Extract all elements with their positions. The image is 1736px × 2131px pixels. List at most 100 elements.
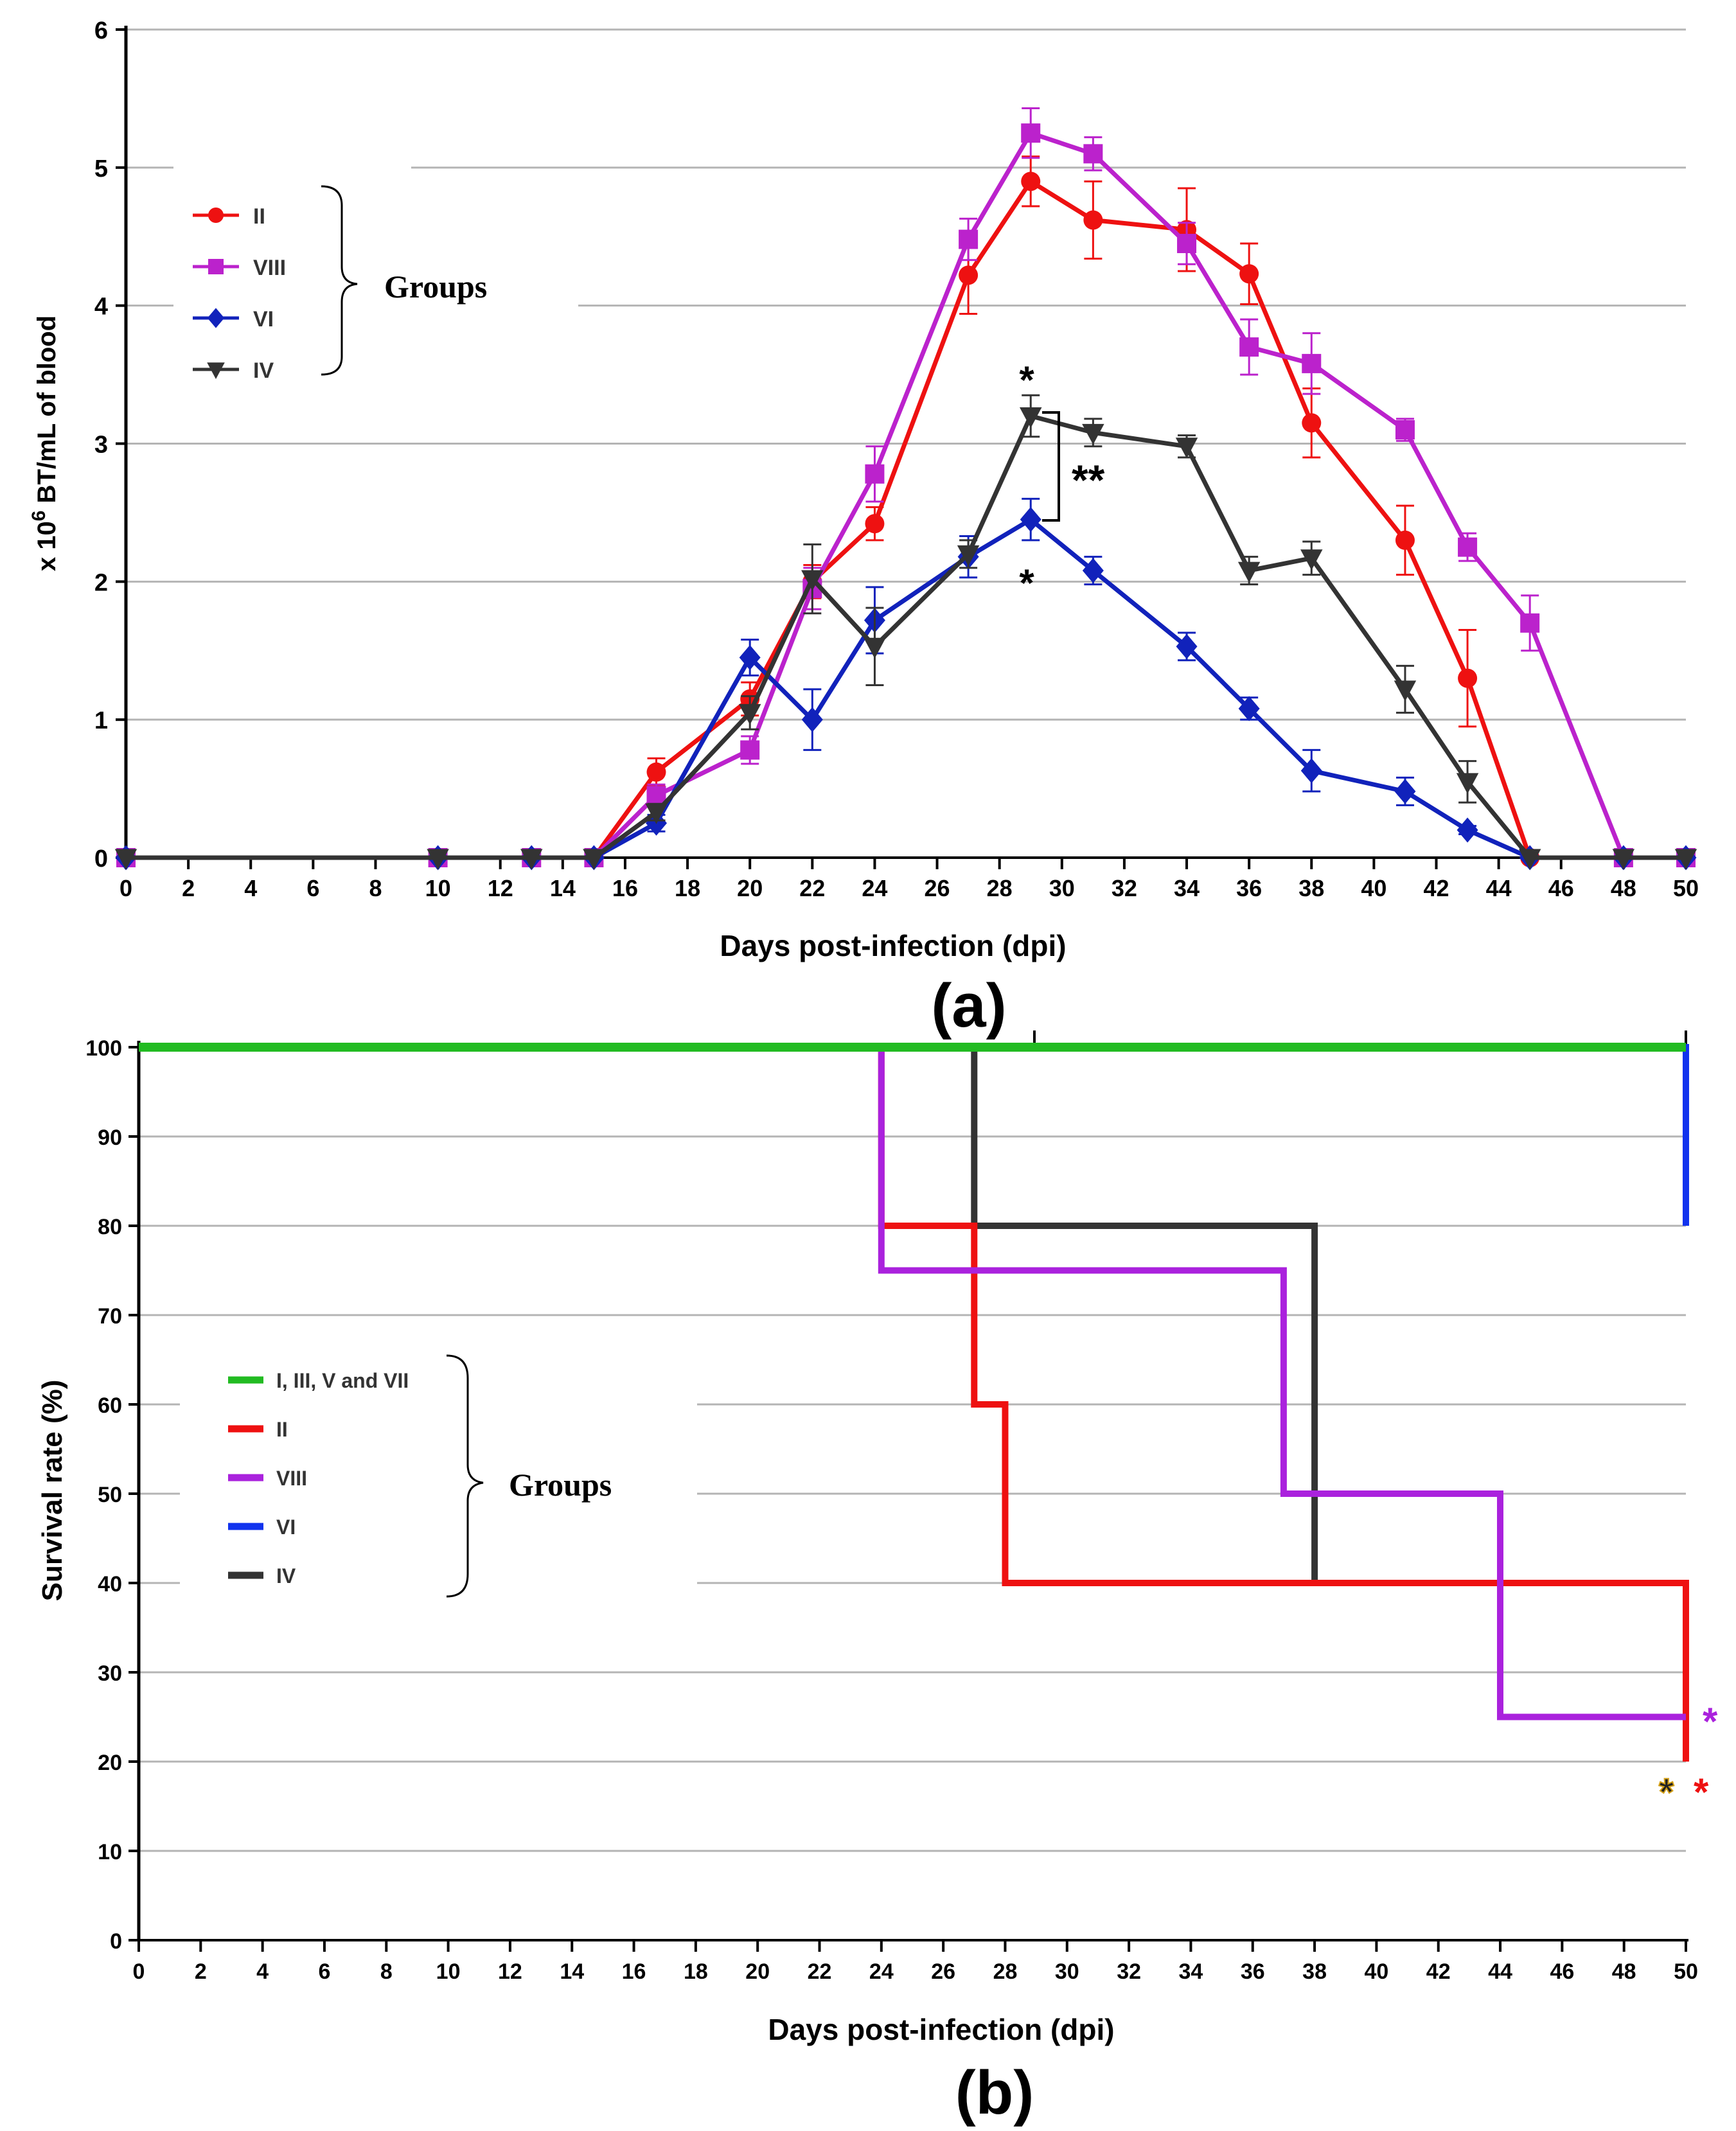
panel-label-a: (a) bbox=[931, 971, 1006, 1040]
y-tick-label-70: 70 bbox=[98, 1304, 122, 1329]
y-tick-label-0: 0 bbox=[94, 845, 108, 872]
x-tick-label-48: 48 bbox=[1611, 875, 1636, 901]
point-ii-29 bbox=[1021, 172, 1041, 191]
point-viii-43 bbox=[1458, 537, 1478, 557]
x-tick-label-22: 22 bbox=[799, 875, 825, 901]
legend-marker-ii bbox=[208, 208, 224, 223]
x-axis-label-b: Days post-infection (dpi) bbox=[768, 2013, 1114, 2046]
point-iv-31 bbox=[1082, 423, 1104, 445]
point-ii-36 bbox=[1239, 264, 1259, 284]
x-tick-label-38: 38 bbox=[1302, 1959, 1327, 1984]
x-tick-label-42: 42 bbox=[1423, 875, 1449, 901]
x-tick-label-18: 18 bbox=[684, 1959, 708, 1984]
point-iv-24 bbox=[864, 637, 886, 659]
series-a bbox=[114, 107, 1697, 871]
point-viii-31 bbox=[1083, 144, 1103, 164]
legend-a: Groups II VIII VI IV bbox=[193, 185, 487, 383]
y-tick-label-90: 90 bbox=[98, 1126, 122, 1150]
legend-label-viii: VIII bbox=[276, 1467, 307, 1490]
x-tick-label-20: 20 bbox=[737, 875, 763, 901]
legend-label-vi: VI bbox=[253, 307, 274, 332]
x-tick-label-44: 44 bbox=[1488, 1959, 1512, 1984]
legend-item-viii: VIII bbox=[228, 1467, 307, 1490]
x-tick-label-34: 34 bbox=[1174, 875, 1200, 901]
y-tick-label-0: 0 bbox=[110, 1929, 122, 1954]
x-tick-label-2: 2 bbox=[195, 1959, 207, 1984]
y-axis-label-b: Survival rate (%) bbox=[37, 1380, 68, 1602]
x-tick-label-10: 10 bbox=[425, 875, 451, 901]
point-vi-34 bbox=[1176, 633, 1198, 659]
series-b bbox=[139, 1043, 1689, 1762]
point-vi-29 bbox=[1020, 507, 1041, 533]
point-viii-34 bbox=[1177, 233, 1197, 253]
x-tick-label-18: 18 bbox=[675, 875, 700, 901]
series-iv bbox=[114, 394, 1697, 870]
x-tick-label-26: 26 bbox=[925, 875, 950, 901]
legend-bracket-a bbox=[321, 185, 358, 376]
significance-star-top: * bbox=[1019, 358, 1034, 402]
x-tick-label-28: 28 bbox=[993, 1959, 1018, 1984]
x-tick-label-48: 48 bbox=[1612, 1959, 1636, 1984]
y-axis-label-a: x 106 BT/mL of blood bbox=[28, 315, 61, 571]
point-iv-48 bbox=[1612, 849, 1635, 870]
y-tick-label-3: 3 bbox=[94, 432, 108, 459]
x-tick-label-4: 4 bbox=[256, 1959, 269, 1984]
point-vi-36 bbox=[1238, 696, 1260, 721]
x-axis-label-a: Days post-infection (dpi) bbox=[720, 929, 1066, 962]
x-tick-label-46: 46 bbox=[1548, 875, 1574, 901]
y-tick-label-80: 80 bbox=[98, 1215, 122, 1239]
point-iv-29 bbox=[1019, 407, 1042, 429]
legend-label-ii: II bbox=[276, 1418, 288, 1441]
point-vi-31 bbox=[1082, 558, 1104, 583]
point-viii-45 bbox=[1520, 613, 1540, 633]
point-ii-27 bbox=[959, 265, 979, 285]
legend-label-vi: VI bbox=[276, 1516, 296, 1539]
legend-item-ii: II bbox=[193, 204, 265, 229]
legend-b: Groups I, III, V and VII II VIII VI IV bbox=[228, 1354, 612, 1598]
x-tick-label-14: 14 bbox=[550, 875, 576, 901]
point-iv-10 bbox=[427, 849, 449, 870]
x-tick-label-40: 40 bbox=[1361, 875, 1386, 901]
y-tick-label-5: 5 bbox=[94, 155, 108, 182]
x-tick-label-2: 2 bbox=[182, 875, 195, 901]
y-tick-label-2: 2 bbox=[94, 569, 108, 596]
x-tick-label-26: 26 bbox=[931, 1959, 955, 1984]
series-viii bbox=[116, 107, 1696, 867]
point-iv-22 bbox=[801, 570, 824, 591]
x-tick-label-12: 12 bbox=[498, 1959, 522, 1984]
x-tick-label-22: 22 bbox=[808, 1959, 832, 1984]
y-tick-label-1: 1 bbox=[94, 707, 108, 734]
legend-item-i-iii-v-and-vii: I, III, V and VII bbox=[228, 1369, 409, 1392]
x-tick-label-30: 30 bbox=[1055, 1959, 1079, 1984]
y-tick-label-50: 50 bbox=[98, 1483, 122, 1507]
legend-item-ii: II bbox=[228, 1418, 288, 1441]
y-tick-label-10: 10 bbox=[98, 1840, 122, 1864]
point-vi-22 bbox=[801, 707, 823, 732]
x-tick-label-36: 36 bbox=[1236, 875, 1262, 901]
point-iv-15 bbox=[583, 849, 605, 870]
panel-label-b: (b) bbox=[955, 2058, 1034, 2127]
point-vi-41 bbox=[1394, 779, 1416, 804]
point-viii-17 bbox=[646, 786, 666, 806]
point-viii-38 bbox=[1302, 353, 1322, 373]
point-iv-13 bbox=[520, 849, 543, 870]
point-viii-24 bbox=[865, 464, 885, 484]
point-iv-20 bbox=[738, 703, 761, 725]
x-tick-label-24: 24 bbox=[862, 875, 887, 901]
x-tick-label-32: 32 bbox=[1117, 1959, 1141, 1984]
y-tick-label-30: 30 bbox=[98, 1661, 122, 1686]
point-iv-50 bbox=[1674, 849, 1697, 870]
x-tick-label-4: 4 bbox=[244, 875, 257, 901]
point-iv-41 bbox=[1394, 680, 1417, 702]
x-tick-label-28: 28 bbox=[987, 875, 1013, 901]
x-tick-label-16: 16 bbox=[622, 1959, 646, 1984]
legend-label-viii: VIII bbox=[253, 256, 286, 280]
significance-star-ii: * bbox=[1694, 1771, 1709, 1814]
significance-double-star: ** bbox=[1072, 456, 1105, 504]
x-tick-label-50: 50 bbox=[1674, 1959, 1698, 1984]
legend-marker-iv bbox=[207, 362, 225, 379]
significance-star-viii: * bbox=[1703, 1700, 1718, 1743]
point-iv-43 bbox=[1456, 773, 1479, 794]
y-tick-label-4: 4 bbox=[94, 294, 108, 321]
point-iv-17 bbox=[645, 803, 668, 824]
